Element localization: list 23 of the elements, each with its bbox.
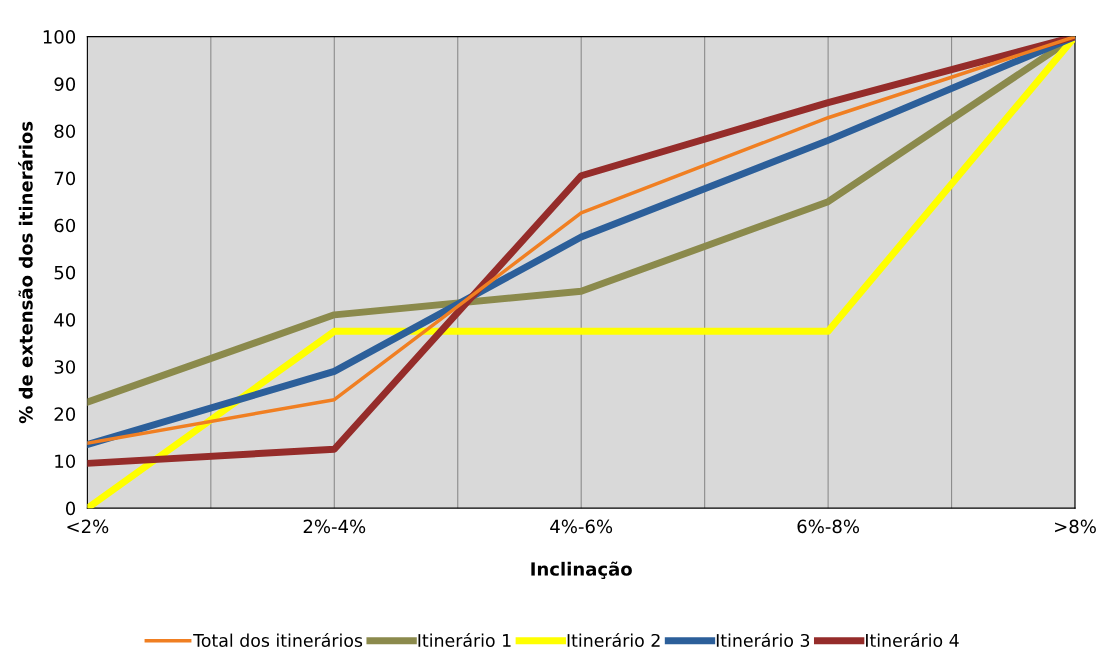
y-tick-label: 80 <box>54 124 76 139</box>
x-tick-label: 6%-8% <box>797 519 860 534</box>
x-tick-label: <2% <box>67 519 109 534</box>
y-tick-label: 50 <box>54 265 76 280</box>
y-tick-label: 20 <box>54 407 76 421</box>
legend-label: Itinerário 2 <box>567 632 660 648</box>
legend-label: Itinerário 1 <box>418 632 511 648</box>
y-tick-label: 100 <box>43 30 76 44</box>
y-tick-label: 10 <box>55 454 76 469</box>
y-tick-label: 30 <box>54 360 76 374</box>
y-tick-label: 40 <box>54 313 76 327</box>
y-tick-label: 60 <box>54 218 76 233</box>
x-tick-label: 4%-6% <box>550 519 613 534</box>
legend-label: Itinerário 4 <box>866 632 959 648</box>
y-axis-title: % de extensão dos itinerários <box>18 121 33 424</box>
y-tick-label: 0 <box>65 501 76 516</box>
x-tick-label: >8% <box>1055 519 1096 534</box>
legend-label: Total dos itinerários <box>193 632 363 648</box>
x-tick-label: 2%-4% <box>303 519 366 534</box>
legend-label: Itinerário 3 <box>716 632 810 648</box>
y-tick-label: 90 <box>54 77 76 91</box>
x-axis-title: Inclinação <box>531 561 632 580</box>
y-tick-label: 70 <box>54 171 76 186</box>
